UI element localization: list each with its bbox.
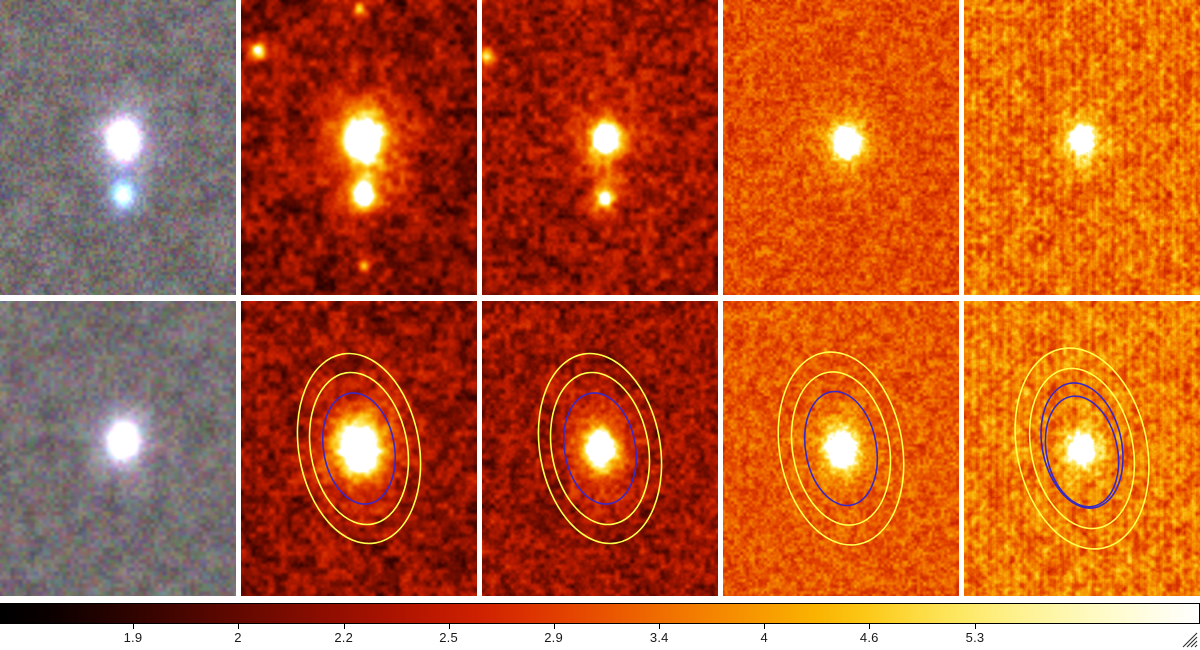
colorbar-tick-label: 2.2 [334, 630, 354, 645]
cutout-panel-r2c4[interactable] [723, 301, 959, 596]
intensity-colorbar[interactable] [0, 603, 1200, 624]
colorbar-tickmark [237, 624, 239, 629]
colorbar-tickmark [553, 624, 555, 629]
cutout-image-r1c1 [0, 0, 236, 295]
cutout-panel-r2c3[interactable] [482, 301, 718, 596]
cutout-image-r1c5 [964, 0, 1200, 295]
colorbar-tick-label: 3.4 [649, 630, 669, 645]
colorbar-tick-label: 2.5 [439, 630, 458, 645]
cutout-panel-r1c2[interactable] [241, 0, 477, 295]
colorbar-tickmark [975, 624, 976, 629]
cutout-panel-r2c1[interactable] [0, 301, 236, 596]
cutout-image-r1c3 [482, 0, 718, 295]
cutout-image-r1c2 [241, 0, 477, 295]
cutout-panel-r1c3[interactable] [482, 0, 718, 295]
colorbar-tickmark [764, 624, 766, 629]
colorbar-tick-label: 2 [234, 630, 242, 645]
colorbar-region: 1.9 2 2.2 2.5 2.9 3.4 4 4.6 5.3 [0, 601, 1200, 649]
cutout-panel-r2c2[interactable] [241, 301, 477, 596]
cutout-image-r2c2 [241, 301, 477, 596]
cutout-image-r1c4 [723, 0, 959, 295]
colorbar-tickmark [448, 624, 450, 629]
colorbar-tickmark [132, 624, 134, 629]
colorbar-tick-label: 1.9 [123, 630, 143, 645]
colorbar-tickmark [659, 624, 661, 629]
cutout-panel-r1c4[interactable] [723, 0, 959, 295]
cutout-image-r2c4 [723, 301, 959, 596]
colorbar-tick-label: 4 [760, 630, 768, 645]
colorbar-tickmark [343, 624, 345, 629]
colorbar-tick-label: 2.9 [544, 630, 563, 645]
cutout-image-r2c5 [964, 301, 1200, 596]
cutout-panel-r1c1[interactable] [0, 0, 236, 295]
colorbar-tickmark [869, 624, 871, 629]
colorbar-tick-label: 5.3 [965, 630, 985, 645]
resize-grip-icon[interactable] [1182, 632, 1198, 648]
colorbar-tick-label: 4.6 [859, 630, 879, 645]
cutout-panel-r1c5[interactable] [964, 0, 1200, 295]
cutout-image-r2c3 [482, 301, 718, 596]
cutout-panel-r2c5[interactable] [964, 301, 1200, 596]
colorbar-ticks: 1.9 2 2.2 2.5 2.9 3.4 4 4.6 5.3 [0, 624, 1200, 650]
cutout-panel-grid [0, 0, 1200, 596]
cutout-image-r2c1 [0, 301, 236, 596]
